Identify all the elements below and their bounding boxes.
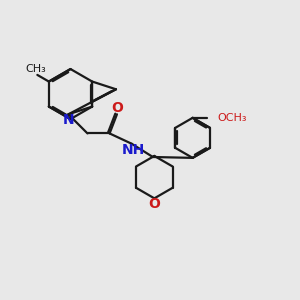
Text: N: N <box>63 112 75 127</box>
Text: CH₃: CH₃ <box>26 64 46 74</box>
Text: NH: NH <box>122 143 145 157</box>
Text: O: O <box>112 101 124 116</box>
Text: OCH₃: OCH₃ <box>218 113 247 123</box>
Text: O: O <box>148 197 160 211</box>
